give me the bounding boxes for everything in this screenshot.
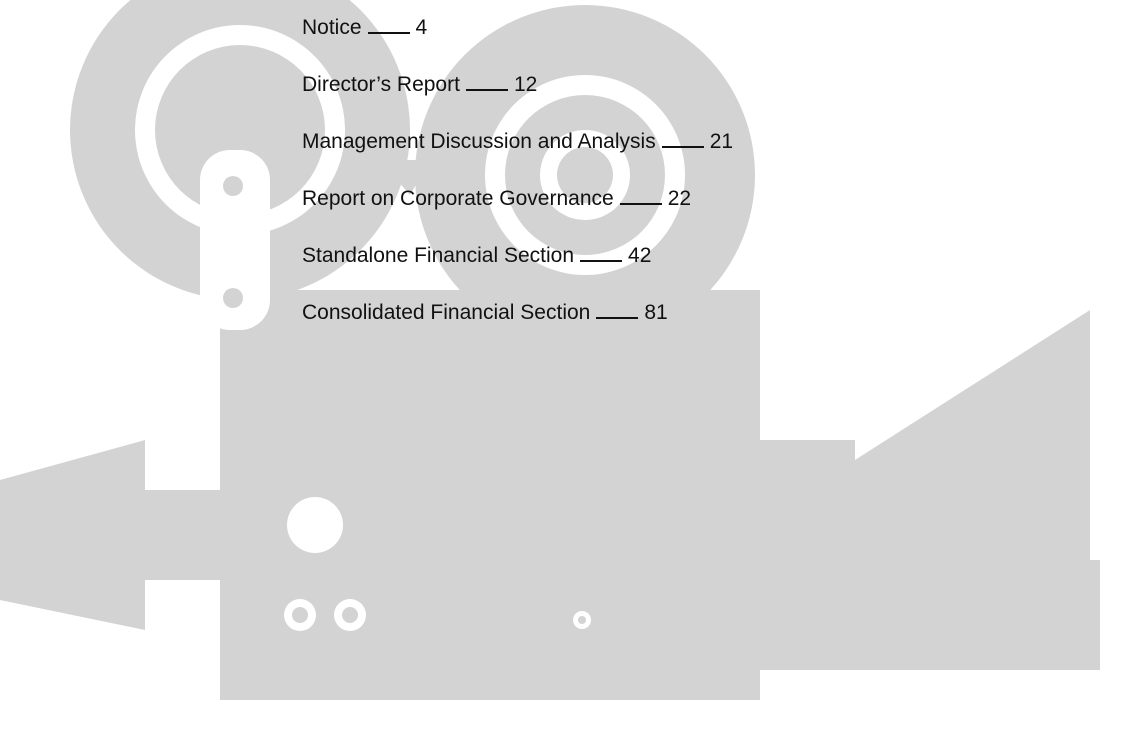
- leader-line: [368, 10, 410, 34]
- entry-page: 22: [668, 187, 691, 210]
- entry-title: Notice: [302, 16, 362, 39]
- toc-entry: Management Discussion and Analysis 21: [302, 124, 733, 181]
- toc-entry: Director’s Report 12: [302, 67, 733, 124]
- entry-title: Consolidated Financial Section: [302, 301, 590, 324]
- page: {"entries": [ {"title": "Notice", "page"…: [0, 0, 1132, 732]
- toc-entry: Consolidated Financial Section 81: [302, 295, 733, 352]
- leader-line: [620, 181, 662, 205]
- toc-entry: Report on Corporate Governance 22: [302, 181, 733, 238]
- entry-page: 21: [710, 130, 733, 153]
- entry-page: 81: [644, 301, 667, 324]
- toc-entry: Notice 4: [302, 10, 733, 67]
- toc-entry: Standalone Financial Section 42: [302, 238, 733, 295]
- entry-page: 12: [514, 73, 537, 96]
- entry-title: Report on Corporate Governance: [302, 187, 614, 210]
- leader-line: [662, 124, 704, 148]
- entry-page: 4: [416, 16, 428, 39]
- entry-title: Director’s Report: [302, 73, 460, 96]
- leader-line: [580, 238, 622, 262]
- leader-line: [466, 67, 508, 91]
- entry-title: Management Discussion and Analysis: [302, 130, 656, 153]
- entry-page: 42: [628, 244, 651, 267]
- leader-line: [596, 295, 638, 319]
- entry-title: Standalone Financial Section: [302, 244, 574, 267]
- table-of-contents: Notice 4 Director’s Report 12 Management Dis…: [302, 10, 733, 352]
